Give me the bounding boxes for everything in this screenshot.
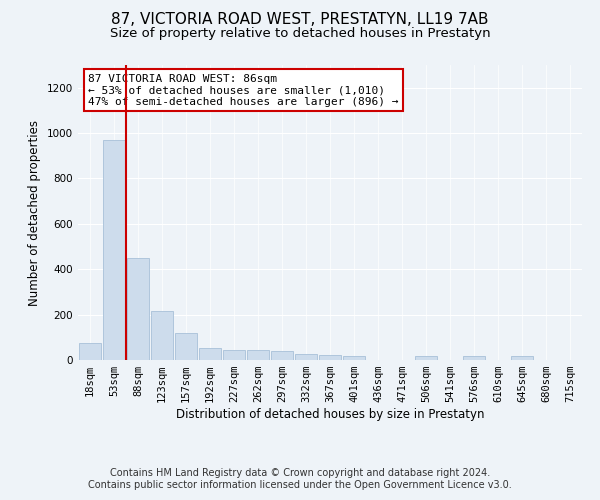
Bar (415, 356, 437, 360)
Text: 87 VICTORIA ROAD WEST: 86sqm
← 53% of detached houses are smaller (1,010)
47% of: 87 VICTORIA ROAD WEST: 86sqm ← 53% of de… (88, 74, 398, 107)
Text: Size of property relative to detached houses in Prestatyn: Size of property relative to detached ho… (110, 28, 490, 40)
Bar (271, 352, 293, 360)
Text: Contains HM Land Registry data © Crown copyright and database right 2024.
Contai: Contains HM Land Registry data © Crown c… (88, 468, 512, 490)
Text: 87, VICTORIA ROAD WEST, PRESTATYN, LL19 7AB: 87, VICTORIA ROAD WEST, PRESTATYN, LL19 … (111, 12, 489, 28)
Bar (175, 333, 197, 360)
Bar (319, 356, 341, 360)
Bar (295, 354, 317, 360)
Bar (223, 350, 245, 360)
Bar (343, 356, 365, 360)
Bar (199, 348, 221, 360)
Bar (79, 343, 101, 360)
Bar (247, 350, 269, 360)
Bar (103, 140, 125, 360)
Bar (127, 258, 149, 360)
Bar (511, 356, 533, 360)
X-axis label: Distribution of detached houses by size in Prestatyn: Distribution of detached houses by size … (176, 408, 484, 421)
Bar (463, 356, 485, 360)
Bar (151, 311, 173, 360)
Y-axis label: Number of detached properties: Number of detached properties (28, 120, 41, 306)
